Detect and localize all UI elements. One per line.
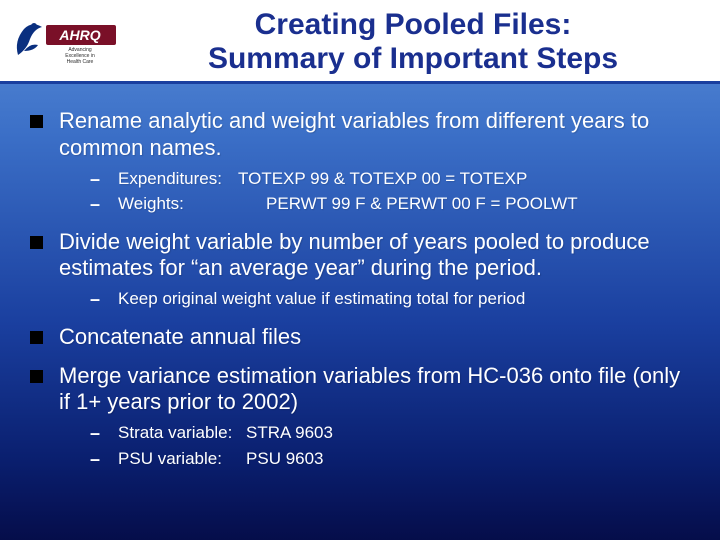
- square-bullet-icon: [30, 236, 43, 249]
- bullet-4-sub-2-text: PSU variable: PSU 9603: [118, 448, 324, 470]
- sub-value: PERWT 99 F & PERWT 00 F = POOLWT: [238, 193, 578, 215]
- bullet-1-sub-1-text: Expenditures: TOTEXP 99 & TOTEXP 00 = TO…: [118, 168, 527, 190]
- bullet-1-sub-1: – Expenditures: TOTEXP 99 & TOTEXP 00 = …: [90, 168, 690, 191]
- title-line-2: Summary of Important Steps: [208, 42, 618, 75]
- bullet-2-sub-1-text: Keep original weight value if estimating…: [118, 288, 525, 310]
- slide: AHRQ Advancing Excellence in Health Care…: [0, 0, 720, 540]
- bullet-2-text: Divide weight variable by number of year…: [59, 229, 690, 283]
- bullet-2-sub-1: – Keep original weight value if estimati…: [90, 288, 690, 311]
- bullet-1: Rename analytic and weight variables fro…: [30, 108, 690, 162]
- sub-value: STRA 9603: [246, 422, 333, 444]
- square-bullet-icon: [30, 331, 43, 344]
- svg-text:Health Care: Health Care: [67, 59, 94, 65]
- dash-icon: –: [90, 168, 100, 191]
- sub-value: PSU 9603: [246, 448, 324, 470]
- svg-text:AHRQ: AHRQ: [58, 27, 100, 43]
- sub-label: Weights:: [118, 193, 238, 215]
- bullet-4-sub-1: – Strata variable: STRA 9603: [90, 422, 690, 445]
- bullet-1-sub-2-text: Weights: PERWT 99 F & PERWT 00 F = POOLW…: [118, 193, 578, 215]
- sub-label: Strata variable:: [118, 422, 246, 444]
- bullet-4-sub-2: – PSU variable: PSU 9603: [90, 448, 690, 471]
- slide-header: AHRQ Advancing Excellence in Health Care…: [0, 0, 720, 84]
- bullet-4-text: Merge variance estimation variables from…: [59, 363, 690, 417]
- bullet-1-sub-2: – Weights: PERWT 99 F & PERWT 00 F = POO…: [90, 193, 690, 216]
- sub-label: PSU variable:: [118, 448, 246, 470]
- bullet-3: Concatenate annual files: [30, 324, 690, 351]
- dash-icon: –: [90, 193, 100, 216]
- slide-title: Creating Pooled Files: Summary of Import…: [128, 8, 708, 75]
- dash-icon: –: [90, 422, 100, 445]
- bullet-4: Merge variance estimation variables from…: [30, 363, 690, 417]
- dash-icon: –: [90, 448, 100, 471]
- bullet-1-text: Rename analytic and weight variables fro…: [59, 108, 690, 162]
- title-line-1: Creating Pooled Files:: [255, 8, 572, 41]
- ahrq-logo: AHRQ Advancing Excellence in Health Care: [12, 15, 120, 69]
- bullet-3-text: Concatenate annual files: [59, 324, 301, 351]
- dash-icon: –: [90, 288, 100, 311]
- sub-value: TOTEXP 99 & TOTEXP 00 = TOTEXP: [238, 168, 527, 190]
- bullet-4-sub-1-text: Strata variable: STRA 9603: [118, 422, 333, 444]
- square-bullet-icon: [30, 370, 43, 383]
- square-bullet-icon: [30, 115, 43, 128]
- sub-label: Expenditures:: [118, 168, 238, 190]
- bullet-2: Divide weight variable by number of year…: [30, 229, 690, 283]
- slide-body: Rename analytic and weight variables fro…: [0, 84, 720, 471]
